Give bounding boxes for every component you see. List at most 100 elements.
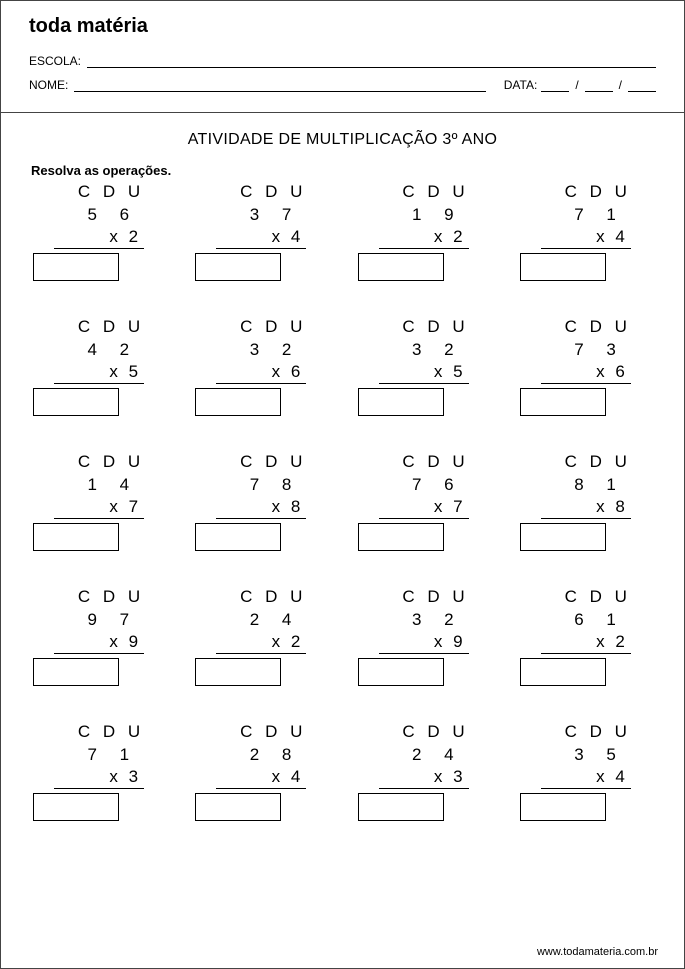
answer-box[interactable]	[33, 253, 119, 281]
multiplier-row: x 7	[54, 496, 138, 518]
column-header: C D U	[54, 452, 144, 472]
column-header: C D U	[379, 317, 469, 337]
multiplicand: 7 1	[541, 204, 625, 226]
date-month-line[interactable]	[585, 78, 613, 92]
multiplier-row: x 4	[541, 766, 625, 788]
answer-box[interactable]	[358, 658, 444, 686]
column-header: C D U	[379, 587, 469, 607]
column-header: C D U	[216, 452, 306, 472]
problem: C D U3 2x 6	[193, 317, 329, 416]
column-header: C D U	[54, 317, 144, 337]
answer-box[interactable]	[33, 658, 119, 686]
multiplicand: 3 2	[379, 339, 463, 361]
column-header: C D U	[541, 587, 631, 607]
problem: C D U5 6x 2	[31, 182, 167, 281]
date-group: DATA: / /	[504, 78, 656, 92]
column-header: C D U	[541, 452, 631, 472]
school-row: ESCOLA:	[29, 54, 656, 68]
multiplier-row: x 4	[541, 226, 625, 248]
column-header: C D U	[54, 722, 144, 742]
answer-box[interactable]	[195, 658, 281, 686]
date-sep-2: /	[617, 78, 624, 92]
problem: C D U6 1x 2	[518, 587, 654, 686]
multiplier-row: x 4	[216, 226, 300, 248]
multiplicand: 2 4	[379, 744, 463, 766]
multiplicand: 1 9	[379, 204, 463, 226]
multiplier-row: x 2	[54, 226, 138, 248]
multiplier-row: x 9	[54, 631, 138, 653]
multiplicand: 4 2	[54, 339, 138, 361]
column-header: C D U	[216, 182, 306, 202]
name-input-line[interactable]	[74, 78, 485, 92]
date-day-line[interactable]	[541, 78, 569, 92]
answer-box[interactable]	[358, 253, 444, 281]
problem: C D U4 2x 5	[31, 317, 167, 416]
multiplicand: 9 7	[54, 609, 138, 631]
answer-box[interactable]	[358, 793, 444, 821]
answer-box[interactable]	[520, 793, 606, 821]
multiplicand: 3 5	[541, 744, 625, 766]
instruction-text: Resolva as operações.	[31, 163, 654, 178]
problem: C D U3 2x 9	[356, 587, 492, 686]
column-header: C D U	[541, 722, 631, 742]
name-date-row: NOME: DATA: / /	[29, 78, 656, 92]
multiplier-row: x 3	[379, 766, 463, 788]
operand-stack: 8 1x 8	[541, 474, 631, 519]
operand-stack: 7 6x 7	[379, 474, 469, 519]
answer-box[interactable]	[195, 388, 281, 416]
operand-stack: 2 8x 4	[216, 744, 306, 789]
problem: C D U2 4x 3	[356, 722, 492, 821]
multiplicand: 1 4	[54, 474, 138, 496]
answer-box[interactable]	[195, 523, 281, 551]
answer-box[interactable]	[358, 523, 444, 551]
operand-stack: 7 3x 6	[541, 339, 631, 384]
problem: C D U9 7x 9	[31, 587, 167, 686]
operand-stack: 3 5x 4	[541, 744, 631, 789]
content: ATIVIDADE DE MULTIPLICAÇÃO 3º ANO Resolv…	[1, 113, 684, 821]
answer-box[interactable]	[195, 793, 281, 821]
problem: C D U2 8x 4	[193, 722, 329, 821]
multiplicand: 3 2	[216, 339, 300, 361]
multiplicand: 3 7	[216, 204, 300, 226]
answer-box[interactable]	[520, 253, 606, 281]
problem: C D U7 1x 3	[31, 722, 167, 821]
answer-box[interactable]	[358, 388, 444, 416]
answer-box[interactable]	[520, 658, 606, 686]
operand-stack: 1 9x 2	[379, 204, 469, 249]
problem: C D U3 5x 4	[518, 722, 654, 821]
school-input-line[interactable]	[87, 54, 656, 68]
multiplicand: 3 2	[379, 609, 463, 631]
answer-box[interactable]	[33, 793, 119, 821]
answer-box[interactable]	[33, 388, 119, 416]
brand-logo: toda matéria	[29, 15, 656, 38]
problem: C D U7 1x 4	[518, 182, 654, 281]
date-label: DATA:	[504, 78, 538, 92]
answer-box[interactable]	[520, 523, 606, 551]
operand-stack: 3 7x 4	[216, 204, 306, 249]
operand-stack: 7 8x 8	[216, 474, 306, 519]
multiplier-row: x 2	[216, 631, 300, 653]
answer-box[interactable]	[195, 253, 281, 281]
school-label: ESCOLA:	[29, 54, 81, 68]
problem: C D U3 2x 5	[356, 317, 492, 416]
answer-box[interactable]	[520, 388, 606, 416]
answer-box[interactable]	[33, 523, 119, 551]
problem: C D U1 4x 7	[31, 452, 167, 551]
multiplier-row: x 5	[54, 361, 138, 383]
column-header: C D U	[216, 587, 306, 607]
problem: C D U8 1x 8	[518, 452, 654, 551]
date-year-line[interactable]	[628, 78, 656, 92]
multiplicand: 2 4	[216, 609, 300, 631]
column-header: C D U	[379, 452, 469, 472]
operand-stack: 1 4x 7	[54, 474, 144, 519]
operand-stack: 9 7x 9	[54, 609, 144, 654]
multiplier-row: x 5	[379, 361, 463, 383]
multiplicand: 6 1	[541, 609, 625, 631]
multiplier-row: x 6	[541, 361, 625, 383]
operand-stack: 7 1x 3	[54, 744, 144, 789]
multiplier-row: x 8	[216, 496, 300, 518]
multiplier-row: x 2	[379, 226, 463, 248]
column-header: C D U	[379, 722, 469, 742]
column-header: C D U	[541, 317, 631, 337]
multiplier-row: x 6	[216, 361, 300, 383]
